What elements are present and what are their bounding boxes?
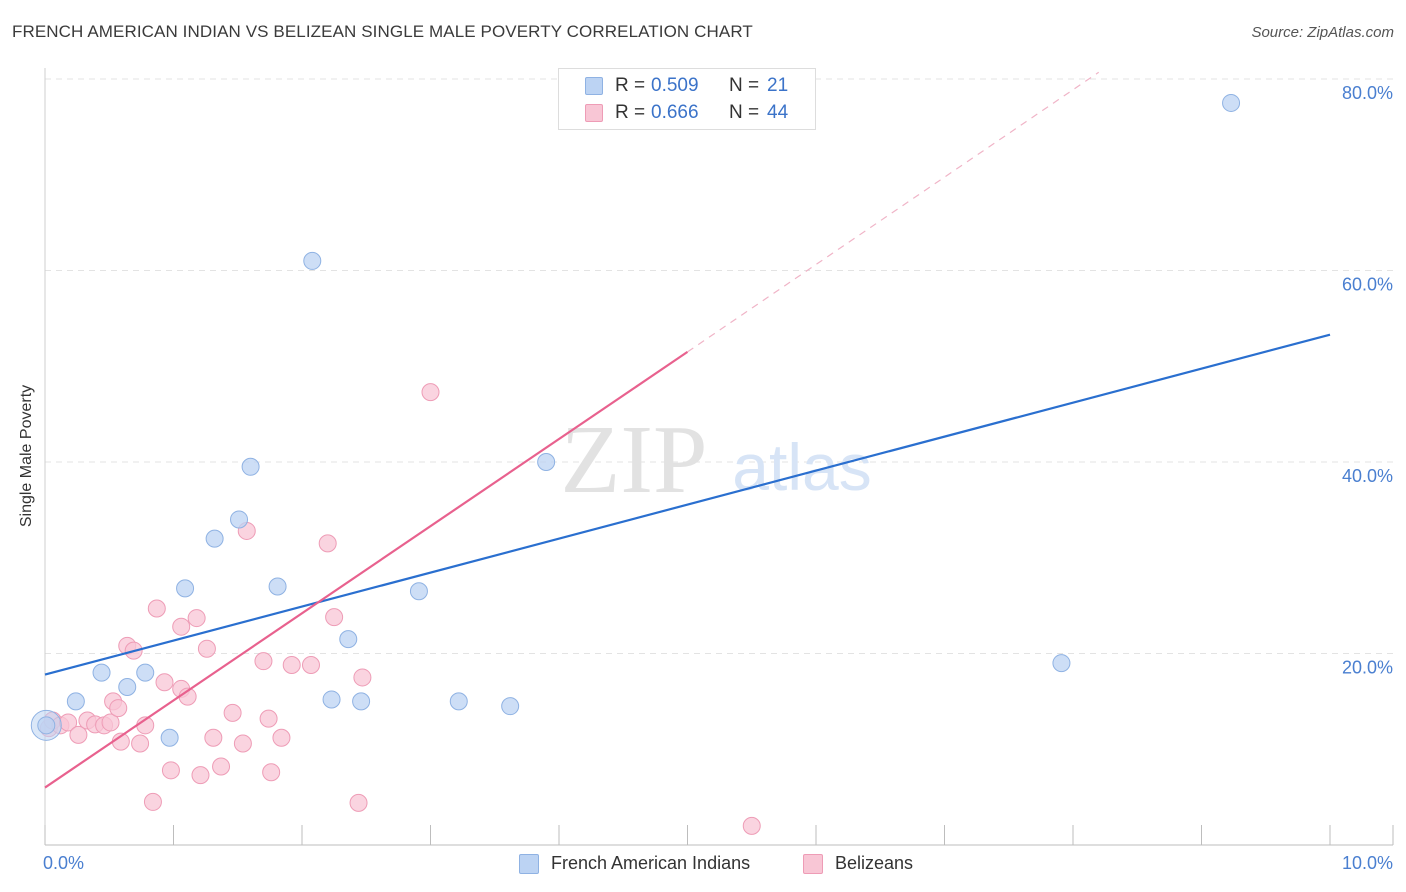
belizeans-point bbox=[262, 763, 281, 782]
french-american-indians-point bbox=[1222, 93, 1241, 112]
french-american-indians-point bbox=[176, 579, 195, 598]
belizeans-point bbox=[301, 655, 320, 674]
belizeans-point bbox=[109, 699, 128, 718]
french-american-indians-point bbox=[160, 728, 179, 747]
belizeans-point bbox=[223, 703, 242, 722]
stats-legend: R = 0.509 N = 21 R = 0.666 N = 44 bbox=[558, 68, 816, 130]
x-tick-label: 10.0% bbox=[1342, 853, 1393, 873]
belizeans-point bbox=[212, 757, 231, 776]
legend-swatch-blue bbox=[519, 854, 539, 874]
n-label: N = bbox=[729, 75, 760, 96]
source-label: Source: ZipAtlas.com bbox=[1251, 24, 1394, 41]
french-american-indians-points bbox=[30, 93, 1241, 747]
french-american-indians-point bbox=[322, 690, 341, 709]
belizeans-points bbox=[39, 383, 761, 835]
y-tick-label: 40.0% bbox=[1342, 466, 1393, 486]
legend-label: French American Indians bbox=[551, 853, 751, 873]
r-value: 0.666 bbox=[651, 102, 699, 123]
french-american-indians-point bbox=[409, 582, 428, 601]
belizeans-point bbox=[191, 766, 210, 785]
french-american-indians-point bbox=[352, 692, 371, 711]
belizeans-point bbox=[353, 668, 372, 687]
french-american-indians-point bbox=[339, 630, 358, 649]
belizeans-trend-extension bbox=[687, 71, 1100, 353]
n-label: N = bbox=[729, 102, 760, 123]
x-tick-label: 0.0% bbox=[43, 853, 84, 873]
belizeans-trend-line bbox=[44, 350, 689, 789]
watermark-zip: ZIP bbox=[561, 406, 708, 514]
y-tick-label: 60.0% bbox=[1342, 275, 1393, 295]
french-american-indians-point bbox=[205, 529, 224, 548]
axis-layer bbox=[44, 68, 1394, 846]
belizeans-point bbox=[197, 639, 216, 658]
french-american-indians-point bbox=[118, 678, 137, 697]
n-value: 21 bbox=[767, 75, 789, 96]
belizeans-point bbox=[282, 655, 301, 674]
belizeans-point bbox=[318, 534, 337, 553]
belizeans-point bbox=[161, 761, 180, 780]
legend-label: Belizeans bbox=[835, 853, 914, 873]
french-american-indians-point bbox=[66, 692, 85, 711]
french-american-indians-point bbox=[230, 510, 249, 529]
r-value: 0.509 bbox=[651, 75, 699, 96]
trend-lines bbox=[44, 71, 1331, 789]
french-american-indians-point bbox=[501, 697, 520, 716]
belizeans-point bbox=[325, 608, 344, 627]
belizeans-point bbox=[259, 709, 278, 728]
french-american-indians-point bbox=[303, 251, 322, 270]
belizeans-point bbox=[204, 728, 223, 747]
french-american-indians-point bbox=[449, 692, 468, 711]
belizeans-point bbox=[101, 713, 120, 732]
legend-swatch-pink bbox=[803, 854, 823, 874]
y-tick-label: 80.0% bbox=[1342, 83, 1393, 103]
n-value: 44 bbox=[767, 102, 789, 123]
pink-swatch bbox=[585, 104, 603, 122]
belizeans-point bbox=[172, 617, 191, 636]
belizeans-point bbox=[272, 728, 291, 747]
french-american-indians-point bbox=[241, 457, 260, 476]
belizeans-point bbox=[233, 734, 252, 753]
tick-labels: 20.0% 40.0% 60.0% 80.0% 0.0% 10.0% bbox=[43, 83, 1393, 873]
french-american-indians-point bbox=[136, 663, 155, 682]
grid-layer bbox=[45, 78, 1393, 654]
belizeans-point bbox=[742, 816, 761, 835]
belizeans-point bbox=[254, 652, 273, 671]
french-american-indians-point bbox=[92, 663, 111, 682]
blue-swatch bbox=[585, 77, 603, 95]
french-american-indians-trend-line bbox=[44, 333, 1331, 676]
r-label: R = bbox=[615, 102, 646, 123]
belizeans-point bbox=[187, 609, 206, 628]
belizeans-point bbox=[143, 792, 162, 811]
belizeans-point bbox=[421, 383, 440, 402]
belizeans-point bbox=[155, 673, 174, 692]
watermark-atlas: atlas bbox=[732, 430, 871, 504]
french-american-indians-point bbox=[37, 716, 56, 735]
r-label: R = bbox=[615, 75, 646, 96]
belizeans-point bbox=[349, 793, 368, 812]
belizeans-point bbox=[69, 725, 88, 744]
y-tick-label: 20.0% bbox=[1342, 658, 1393, 678]
belizeans-point bbox=[131, 734, 150, 753]
chart-title: FRENCH AMERICAN INDIAN VS BELIZEAN SINGL… bbox=[12, 22, 753, 41]
french-american-indians-point bbox=[1052, 654, 1071, 673]
belizeans-point bbox=[147, 599, 166, 618]
french-american-indians-point bbox=[537, 453, 556, 471]
watermark: ZIP atlas bbox=[561, 406, 872, 514]
french-american-indians-point bbox=[268, 577, 287, 596]
